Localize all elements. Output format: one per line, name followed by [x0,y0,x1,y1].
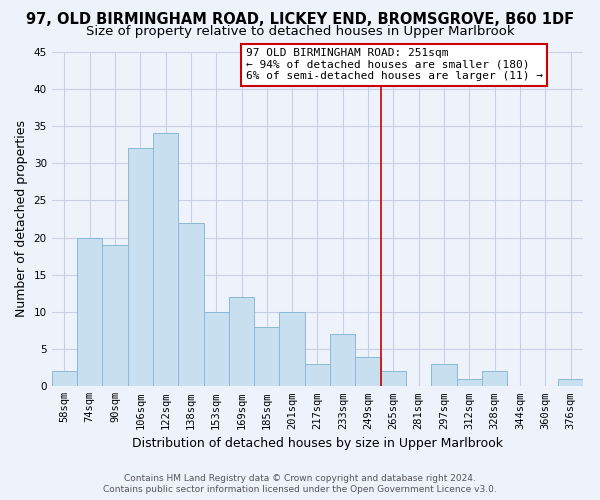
Bar [457,379,482,386]
Bar [178,222,203,386]
Bar [330,334,355,386]
Bar [381,372,406,386]
Bar [431,364,457,386]
Bar [77,238,102,386]
Bar [254,327,280,386]
Text: Size of property relative to detached houses in Upper Marlbrook: Size of property relative to detached ho… [86,25,514,38]
Bar [52,372,77,386]
Bar [203,312,229,386]
Text: Contains HM Land Registry data © Crown copyright and database right 2024.
Contai: Contains HM Land Registry data © Crown c… [103,474,497,494]
Bar [229,297,254,386]
Text: 97 OLD BIRMINGHAM ROAD: 251sqm
← 94% of detached houses are smaller (180)
6% of : 97 OLD BIRMINGHAM ROAD: 251sqm ← 94% of … [246,48,543,82]
Y-axis label: Number of detached properties: Number of detached properties [15,120,28,318]
Bar [355,356,381,386]
Bar [102,245,128,386]
Bar [482,372,508,386]
Bar [305,364,330,386]
X-axis label: Distribution of detached houses by size in Upper Marlbrook: Distribution of detached houses by size … [132,437,503,450]
Bar [280,312,305,386]
Bar [558,379,583,386]
Bar [153,134,178,386]
Bar [128,148,153,386]
Text: 97, OLD BIRMINGHAM ROAD, LICKEY END, BROMSGROVE, B60 1DF: 97, OLD BIRMINGHAM ROAD, LICKEY END, BRO… [26,12,574,28]
